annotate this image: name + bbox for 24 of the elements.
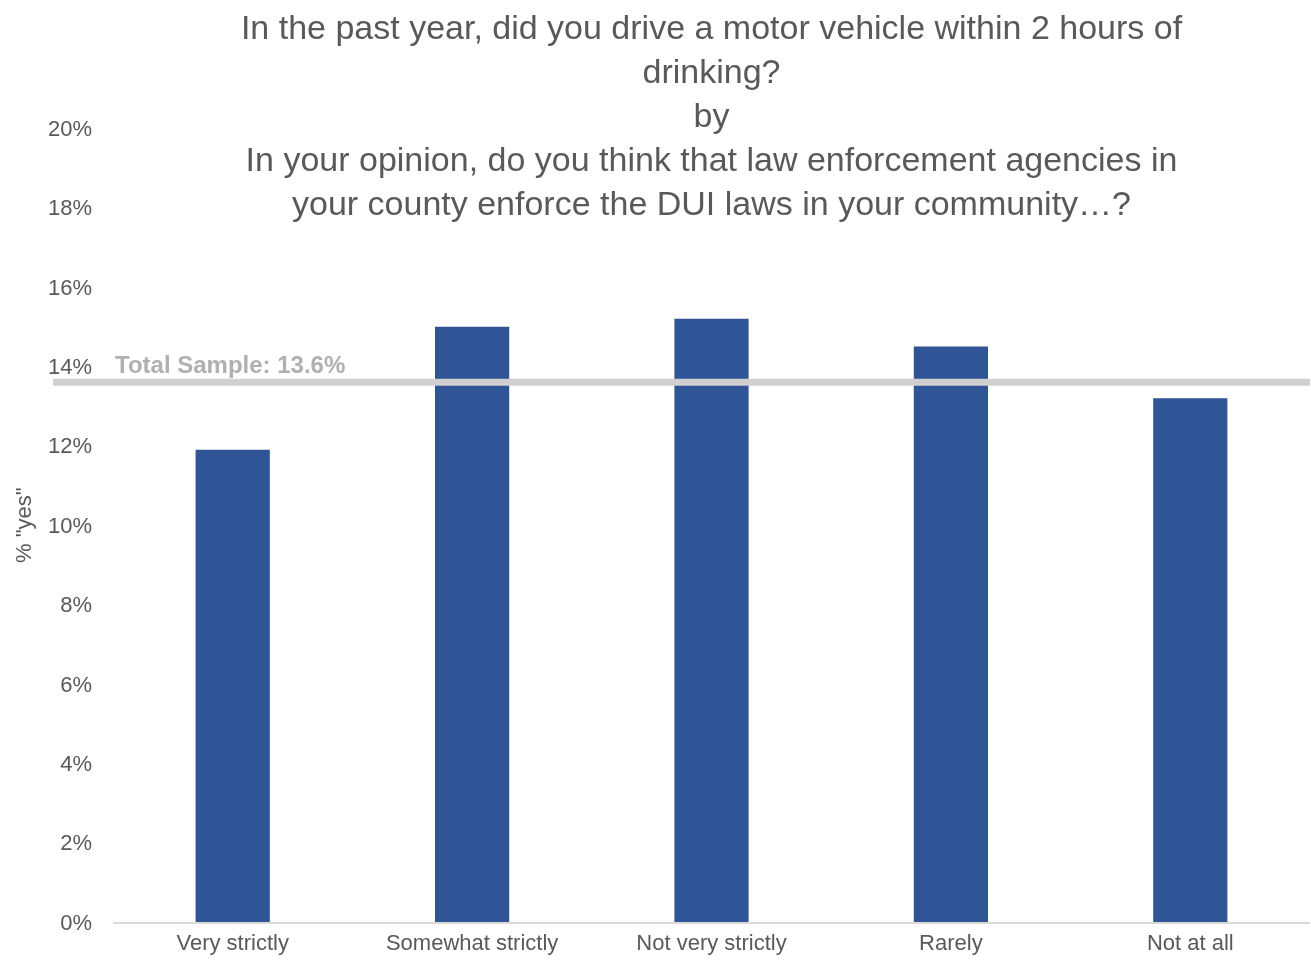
bar: [913, 346, 989, 922]
y-tick-label: 16%: [47, 274, 92, 300]
chart-title: In the past year, did you drive a motor vehicle within 2 hours of drinking? by In your opinion, do you think that law enforcement agencies in your county enforce the DUI laws in your community…?: [240, 7, 1183, 223]
y-tick-label: 10%: [47, 512, 92, 538]
y-tick-label: 8%: [60, 592, 92, 618]
y-tick-label: 6%: [60, 671, 92, 697]
x-tick-label: Not very strictly: [636, 930, 787, 956]
bar: [195, 449, 270, 922]
y-tick-label: 4%: [60, 750, 92, 776]
y-tick-label: 12%: [47, 433, 92, 459]
y-tick-label: 20%: [47, 116, 92, 142]
bar: [674, 318, 749, 922]
ref-line-label: Total Sample: 13.6%: [115, 351, 346, 378]
bar: [1153, 398, 1228, 922]
x-tick-label: Very strictly: [176, 930, 289, 956]
bar: [434, 326, 510, 922]
y-tick-label: 2%: [60, 830, 92, 856]
y-tick-label: 18%: [47, 195, 92, 221]
y-tick-label: 14%: [47, 354, 92, 380]
x-tick-label: Somewhat strictly: [385, 930, 559, 956]
y-axis-title: % "yes": [10, 487, 36, 563]
y-tick-label: 0%: [60, 909, 92, 935]
x-tick-label: Not at all: [1146, 930, 1234, 956]
x-tick-label: Rarely: [919, 930, 983, 956]
